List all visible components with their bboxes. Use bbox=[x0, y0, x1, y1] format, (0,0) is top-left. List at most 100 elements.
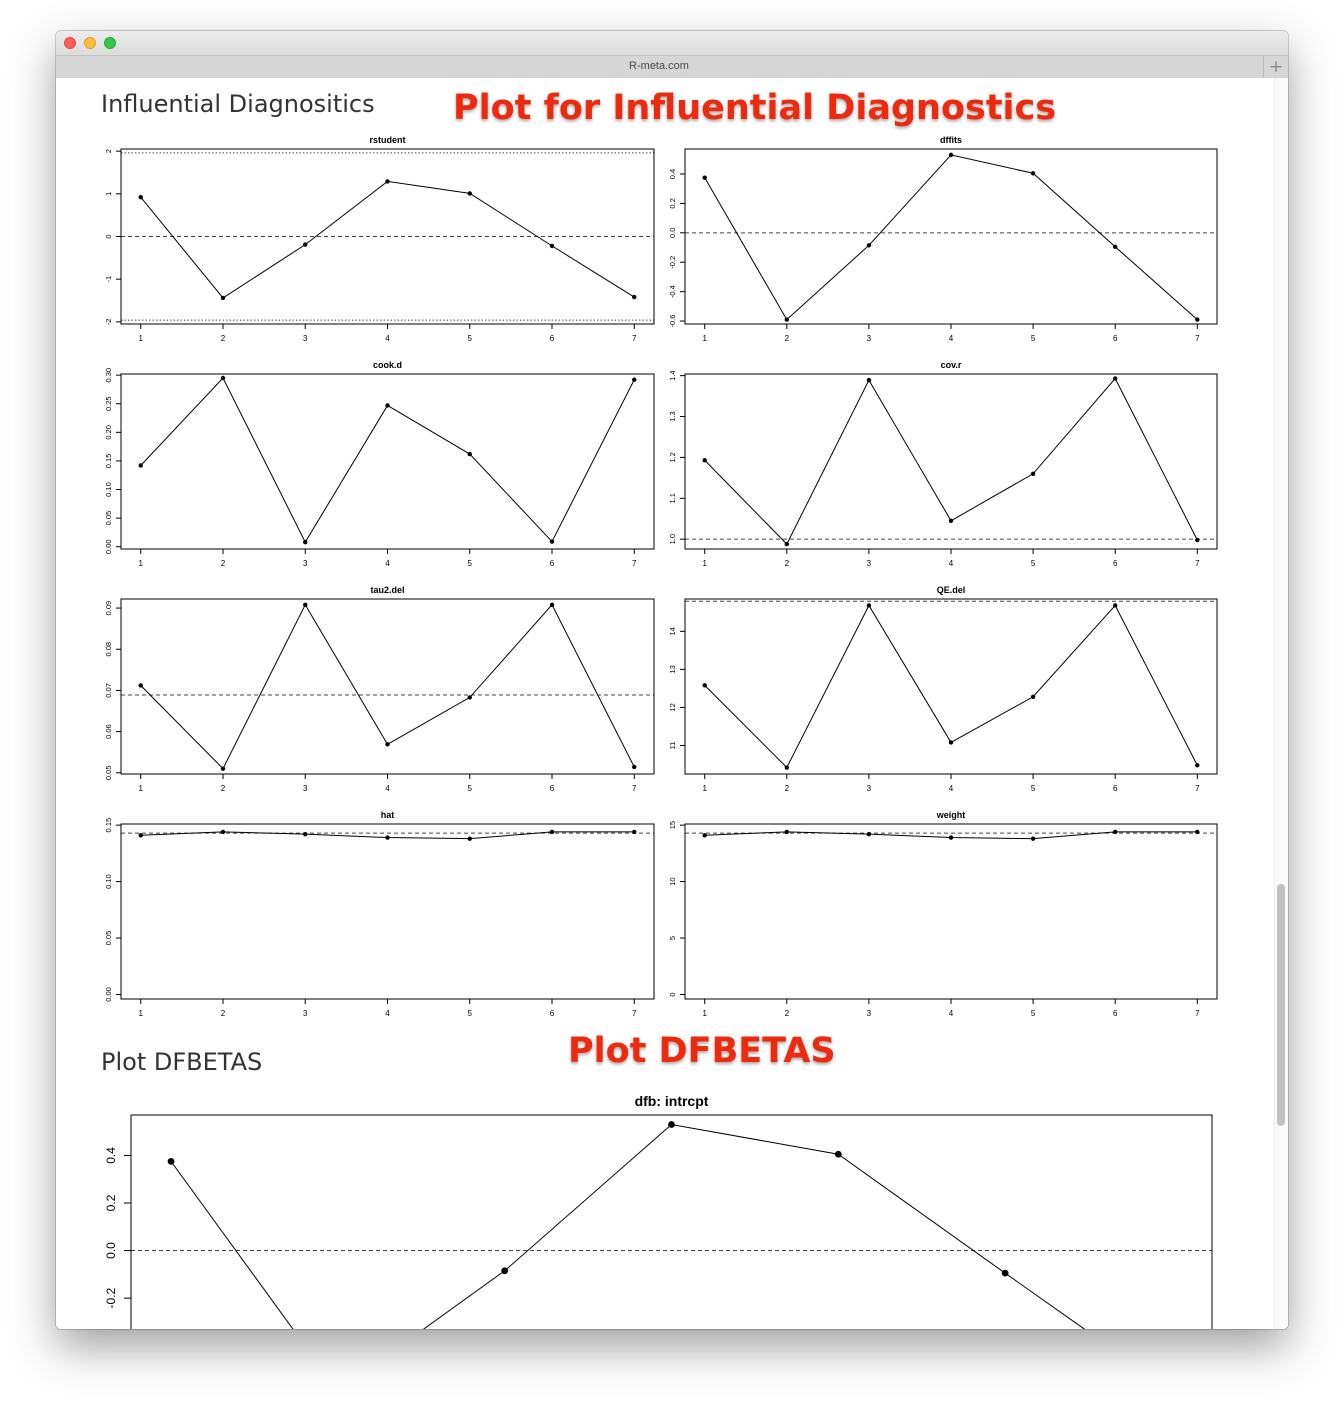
y-tick-label: 0.05 bbox=[104, 931, 113, 946]
y-tick-label: 13 bbox=[668, 665, 677, 673]
data-point bbox=[549, 243, 555, 249]
x-tick-label: 6 bbox=[1113, 1009, 1118, 1018]
y-tick-label: 0.15 bbox=[104, 818, 113, 833]
data-point bbox=[1030, 171, 1036, 176]
y-tick-label: 15 bbox=[668, 821, 677, 829]
x-tick-label: 7 bbox=[632, 559, 637, 568]
influential-section-title: Influential Diagnositics bbox=[101, 90, 375, 118]
y-tick-label: 0.4 bbox=[668, 169, 677, 179]
data-point bbox=[138, 195, 143, 200]
x-tick-label: 6 bbox=[550, 1009, 555, 1018]
data-point bbox=[385, 835, 390, 840]
data-point bbox=[549, 829, 555, 835]
minimize-window-button[interactable] bbox=[84, 37, 96, 49]
data-point bbox=[303, 831, 308, 837]
x-tick-label: 3 bbox=[867, 784, 872, 793]
data-point bbox=[1195, 763, 1200, 768]
x-tick-label: 7 bbox=[1195, 1009, 1200, 1018]
y-tick-label: 0.00 bbox=[104, 987, 113, 1002]
x-tick-label: 7 bbox=[1195, 334, 1200, 343]
y-tick-label: 0.05 bbox=[104, 765, 113, 780]
y-tick-label: -2 bbox=[104, 319, 113, 326]
data-point bbox=[668, 1121, 675, 1128]
y-tick-label: -0.4 bbox=[668, 285, 677, 298]
chart-tau2-del: tau2.del 1 2 3 4 5 6 7 0.05 0.06 0.07 0.08 0.09 bbox=[104, 585, 655, 793]
data-point bbox=[632, 294, 637, 300]
data-point bbox=[702, 683, 707, 688]
data-point bbox=[632, 377, 637, 382]
x-tick-label: 7 bbox=[632, 784, 637, 793]
vertical-scrollbar[interactable] bbox=[1274, 78, 1288, 1329]
chart-title: QE.del bbox=[937, 585, 966, 595]
plot-frame bbox=[120, 598, 655, 775]
data-point bbox=[948, 740, 954, 745]
x-tick-label: 1 bbox=[139, 334, 144, 343]
y-tick-label: -0.2 bbox=[104, 1287, 118, 1308]
data-point bbox=[467, 451, 472, 457]
x-tick-label: 1 bbox=[139, 559, 144, 568]
x-tick-label: 4 bbox=[949, 784, 954, 793]
zoom-window-button[interactable] bbox=[104, 37, 116, 49]
data-point bbox=[1195, 829, 1200, 835]
data-point bbox=[1195, 537, 1200, 543]
chart-title: dfb: intrcpt bbox=[635, 1093, 709, 1109]
y-tick-label: 0.2 bbox=[104, 1194, 118, 1211]
y-tick-label: 1.1 bbox=[668, 493, 677, 503]
chart-rstudent: rstudent 1 2 3 4 5 6 7 -2 -1 0 1 2 bbox=[104, 135, 655, 343]
data-point bbox=[385, 742, 390, 747]
new-tab-button[interactable]: + bbox=[1263, 56, 1288, 79]
y-tick-label: 0.09 bbox=[104, 601, 113, 616]
data-point bbox=[1030, 836, 1036, 841]
data-point bbox=[385, 179, 390, 184]
data-point bbox=[549, 539, 555, 544]
x-tick-label: 1 bbox=[702, 1009, 707, 1018]
y-tick-label: 1.3 bbox=[668, 411, 677, 421]
y-tick-label: 12 bbox=[668, 703, 677, 711]
y-tick-label: 0.0 bbox=[668, 228, 677, 238]
y-tick-label: 11 bbox=[668, 742, 677, 750]
x-tick-label: 7 bbox=[632, 334, 637, 343]
chart-title: dffits bbox=[940, 135, 962, 145]
scrollbar-thumb[interactable] bbox=[1277, 884, 1285, 1126]
x-tick-label: 4 bbox=[385, 559, 390, 568]
y-tick-label: 1.4 bbox=[668, 370, 677, 380]
data-point bbox=[220, 295, 226, 301]
browser-window: R-meta.com + Influential Diagnositics Pl… bbox=[56, 31, 1288, 1329]
series-line bbox=[704, 154, 1198, 321]
series-line bbox=[170, 1123, 1086, 1329]
tab-title[interactable]: R-meta.com bbox=[629, 60, 689, 72]
data-point bbox=[948, 152, 954, 158]
data-point bbox=[167, 1157, 175, 1165]
y-tick-label: 0.06 bbox=[104, 724, 113, 739]
x-tick-label: 5 bbox=[468, 559, 473, 568]
x-tick-label: 1 bbox=[139, 1009, 144, 1018]
chart-dfb-intrcpt: dfb: intrcpt -0.2 0.0 0.2 0.4 bbox=[104, 1093, 1213, 1329]
x-tick-label: 7 bbox=[1195, 784, 1200, 793]
close-window-button[interactable] bbox=[64, 37, 76, 49]
data-point bbox=[784, 541, 790, 547]
data-point bbox=[1001, 1269, 1009, 1277]
x-tick-label: 2 bbox=[221, 559, 226, 568]
data-point bbox=[467, 191, 472, 196]
x-tick-label: 2 bbox=[785, 1009, 790, 1018]
x-tick-label: 1 bbox=[702, 559, 707, 568]
x-tick-label: 4 bbox=[949, 1009, 954, 1018]
chart-hat: hat 1 2 3 4 5 6 7 0.00 0.05 0.10 0.15 bbox=[104, 810, 655, 1018]
x-tick-label: 2 bbox=[785, 334, 790, 343]
plot-frame bbox=[120, 373, 655, 550]
plot-frame bbox=[684, 823, 1218, 1000]
x-tick-label: 1 bbox=[702, 784, 707, 793]
data-point bbox=[138, 833, 143, 838]
y-tick-label: 0.25 bbox=[104, 396, 113, 411]
x-tick-label: 6 bbox=[1113, 334, 1118, 343]
x-tick-label: 5 bbox=[1031, 559, 1036, 568]
dfbetas-section-title: Plot DFBETAS bbox=[101, 1048, 263, 1076]
data-point bbox=[501, 1267, 509, 1275]
x-tick-label: 3 bbox=[867, 334, 872, 343]
data-point bbox=[948, 835, 954, 840]
y-tick-label: 0.15 bbox=[104, 454, 113, 469]
data-point bbox=[866, 243, 872, 248]
y-tick-label: -0.6 bbox=[668, 315, 677, 328]
